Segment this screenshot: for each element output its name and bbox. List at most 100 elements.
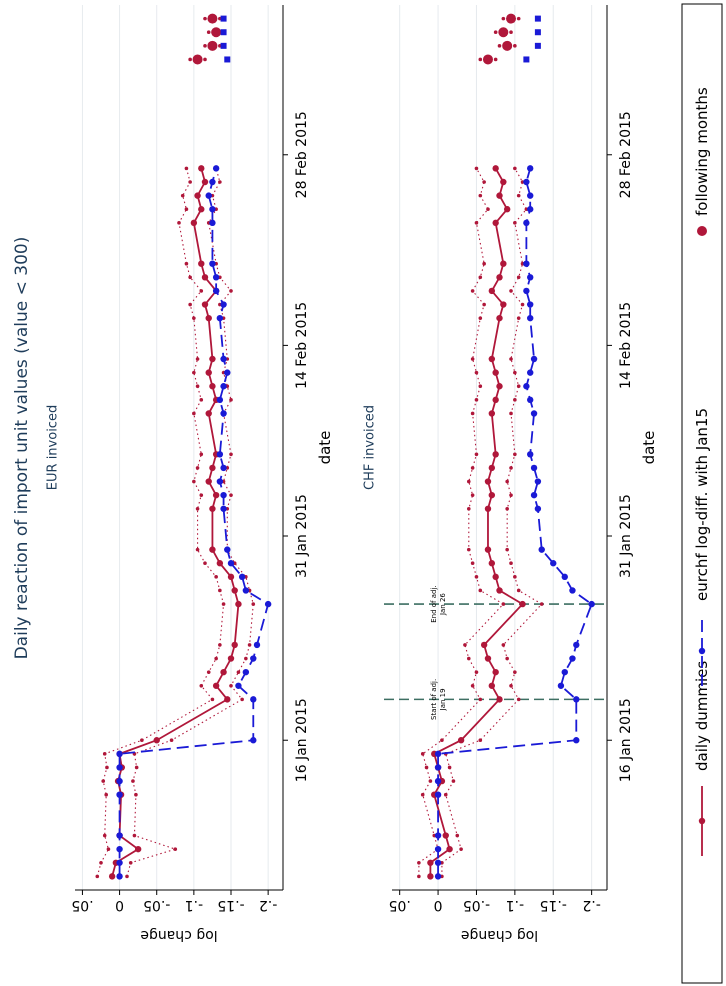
marker xyxy=(523,260,530,267)
marker xyxy=(492,668,499,676)
marker xyxy=(492,573,499,581)
marker xyxy=(236,670,241,674)
marker xyxy=(527,396,534,404)
marker xyxy=(470,411,475,416)
marker xyxy=(198,165,205,172)
marker xyxy=(220,383,227,390)
marker xyxy=(195,466,200,470)
marker xyxy=(513,166,517,171)
marker xyxy=(199,493,204,497)
marker xyxy=(513,575,517,579)
marker xyxy=(492,369,499,376)
marker xyxy=(198,260,205,267)
marker xyxy=(231,587,238,594)
marker xyxy=(455,833,460,838)
marker xyxy=(424,765,429,770)
marker xyxy=(527,301,534,308)
marker xyxy=(434,832,442,839)
marker xyxy=(264,600,272,608)
marker xyxy=(486,207,490,212)
marker xyxy=(235,682,242,689)
y-tick-label: -.15 xyxy=(217,897,244,913)
marker xyxy=(478,738,483,743)
marker xyxy=(192,54,203,65)
marker xyxy=(470,561,475,566)
marker xyxy=(195,384,200,389)
marker xyxy=(509,289,513,293)
marker xyxy=(132,833,137,838)
marker xyxy=(180,193,185,198)
marker xyxy=(177,221,181,225)
marker xyxy=(116,832,123,839)
marker xyxy=(466,506,471,511)
annotation-text: Jan 19 xyxy=(439,688,447,711)
marker xyxy=(516,316,521,320)
rotated-figure: Daily reaction of import unit values (va… xyxy=(12,3,723,984)
marker xyxy=(480,641,488,649)
marker xyxy=(104,792,108,797)
marker xyxy=(195,357,200,361)
annotation-text: Jan 26 xyxy=(439,593,447,616)
legend-label: eurchf log-diff. with Jan15 xyxy=(693,408,711,601)
marker xyxy=(466,656,471,661)
y-tick-label: 0 xyxy=(115,897,124,913)
marker xyxy=(509,466,513,470)
marker xyxy=(209,505,216,512)
marker xyxy=(513,370,517,375)
marker xyxy=(253,641,261,649)
marker xyxy=(538,546,545,553)
marker xyxy=(192,370,196,375)
marker xyxy=(482,302,486,307)
legend-label: following months xyxy=(693,87,711,216)
marker xyxy=(474,221,479,225)
marker-square xyxy=(523,56,530,63)
marker xyxy=(203,57,207,62)
marker xyxy=(482,54,493,65)
marker xyxy=(227,655,235,662)
marker xyxy=(173,847,178,851)
marker xyxy=(184,166,189,171)
marker xyxy=(220,505,227,512)
marker xyxy=(505,656,509,661)
marker xyxy=(484,478,492,485)
marker xyxy=(496,383,503,390)
marker xyxy=(434,764,442,771)
marker xyxy=(497,44,502,48)
marker xyxy=(434,750,442,758)
marker xyxy=(493,30,498,35)
marker xyxy=(498,27,509,38)
x-tick-label: 31 Jan 2015 xyxy=(618,494,634,578)
marker xyxy=(220,668,227,676)
marker xyxy=(190,219,198,227)
marker xyxy=(209,219,216,227)
x-tick-label: 28 Feb 2015 xyxy=(618,111,634,198)
marker xyxy=(205,369,212,376)
marker xyxy=(492,451,499,458)
marker xyxy=(484,546,492,553)
marker xyxy=(128,860,133,865)
marker xyxy=(500,178,507,186)
marker xyxy=(205,314,212,322)
marker xyxy=(503,206,511,213)
marker xyxy=(227,573,235,581)
marker xyxy=(220,491,227,499)
marker xyxy=(516,697,521,702)
marker xyxy=(216,478,224,485)
marker xyxy=(509,411,513,416)
y-tick-label: 0 xyxy=(434,897,443,913)
marker-square xyxy=(534,29,541,36)
marker xyxy=(212,165,220,172)
marker xyxy=(153,737,160,744)
marker xyxy=(201,178,209,186)
marker xyxy=(523,178,530,186)
marker xyxy=(478,588,483,593)
marker xyxy=(211,27,222,38)
marker xyxy=(496,274,503,281)
marker xyxy=(206,30,211,35)
marker xyxy=(530,491,538,499)
marker xyxy=(530,410,538,417)
legend-box xyxy=(681,3,723,984)
marker xyxy=(220,355,227,363)
marker xyxy=(184,261,189,266)
